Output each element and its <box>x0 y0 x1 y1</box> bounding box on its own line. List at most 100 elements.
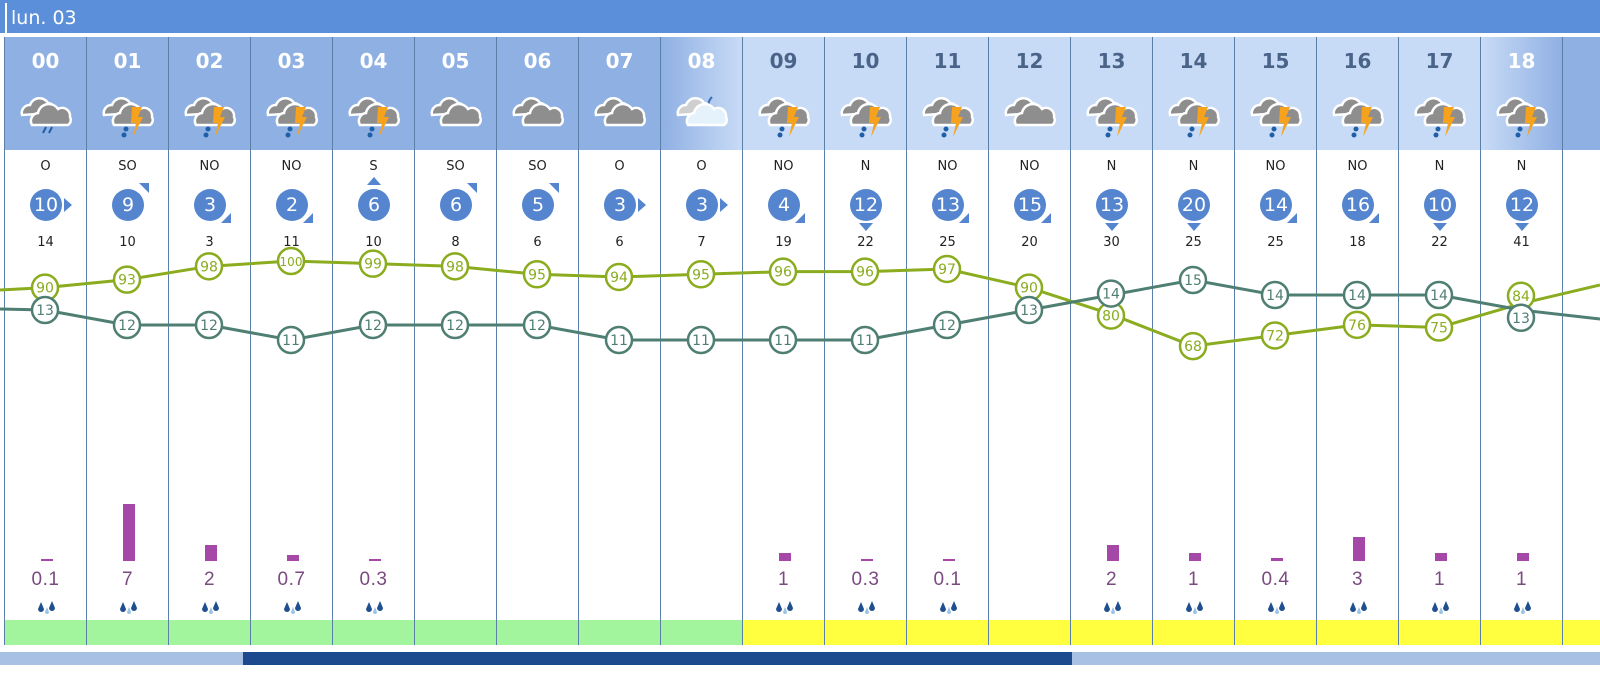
wind-direction: S <box>369 159 378 174</box>
alert-band <box>497 620 578 645</box>
precipitation-value: 1 <box>777 569 790 590</box>
raindrops-icon <box>1350 601 1367 614</box>
wind-gust: 25 <box>1267 235 1284 250</box>
raindrops-icon <box>1104 601 1121 614</box>
wind-gust: 3 <box>205 235 214 250</box>
wind-arrow-icon <box>64 198 72 212</box>
wind-direction: NO <box>199 159 220 174</box>
hour-column: 16 NO 16 18 3 <box>1316 37 1398 645</box>
wind-speed: 6 <box>358 189 390 221</box>
wind-direction: NO <box>1347 159 1368 174</box>
hour-column: 04 S 6 10 0.3 <box>332 37 414 645</box>
precipitation-bar <box>779 552 791 561</box>
wind-gust: 25 <box>939 235 956 250</box>
raindrops-icon <box>1514 601 1531 614</box>
precipitation-value: 0.3 <box>359 569 388 590</box>
cloudy-icon <box>508 91 568 141</box>
wind-speed: 15 <box>1014 189 1046 221</box>
wind-speed: 10 <box>1424 189 1456 221</box>
precipitation-bar <box>369 558 381 561</box>
day-label: lun. 03 <box>11 7 77 29</box>
precipitation-bar <box>1353 536 1365 561</box>
wind-arrow-icon <box>1433 223 1447 231</box>
alert-band <box>415 620 496 645</box>
wind-arrow-icon <box>795 213 805 223</box>
wind-speed: 12 <box>1506 189 1538 221</box>
wind-speed: 3 <box>686 189 718 221</box>
hour-header: 15 <box>1235 37 1316 150</box>
hour-column: 01 SO 9 10 7 <box>86 37 168 645</box>
thunderstorm-icon <box>98 91 158 141</box>
precipitation-bar <box>1107 544 1119 561</box>
wind-speed: 14 <box>1260 189 1292 221</box>
hour-header: 10 <box>825 37 906 150</box>
wind-gust: 18 <box>1349 235 1366 250</box>
thunderstorm-icon <box>918 91 978 141</box>
wind-direction: SO <box>528 159 547 174</box>
raindrops-icon <box>940 601 957 614</box>
wind-gust: 20 <box>1021 235 1038 250</box>
wind-speed: 3 <box>194 189 226 221</box>
wind-arrow-icon <box>303 213 313 223</box>
cloudy-icon <box>590 91 650 141</box>
wind-direction: NO <box>773 159 794 174</box>
hour-column: 15 NO 14 25 0.4 <box>1234 37 1316 645</box>
alert-band <box>743 620 824 645</box>
hour-column: 14 N 20 25 1 <box>1152 37 1234 645</box>
wind-arrow-icon <box>221 213 231 223</box>
hour-column-partial <box>1562 37 1600 645</box>
hour-header: 11 <box>907 37 988 150</box>
alert-band <box>661 620 742 645</box>
thunderstorm-icon <box>1492 91 1552 141</box>
cloudy-icon <box>1000 91 1060 141</box>
wind-direction: NO <box>937 159 958 174</box>
wind-direction: SO <box>446 159 465 174</box>
hour-label: 11 <box>933 49 962 73</box>
wind-arrow-icon <box>720 198 728 212</box>
precipitation-bar <box>1517 552 1529 561</box>
precipitation-bar <box>123 504 135 561</box>
wind-direction: N <box>1188 159 1199 174</box>
day-header-bar: lun. 03 <box>0 0 1600 33</box>
wind-gust: 7 <box>697 235 706 250</box>
alert-band <box>989 620 1070 645</box>
raindrops-icon <box>284 601 301 614</box>
raindrops-icon <box>202 601 219 614</box>
hour-label: 17 <box>1425 49 1454 73</box>
wind-speed: 13 <box>1096 189 1128 221</box>
wind-gust: 6 <box>615 235 624 250</box>
hour-label: 08 <box>687 49 716 73</box>
wind-arrow-icon <box>1105 223 1119 231</box>
thunderstorm-icon <box>180 91 240 141</box>
alert-band <box>333 620 414 645</box>
hour-header: 09 <box>743 37 824 150</box>
night-cloud-moon-icon <box>672 91 732 141</box>
alert-band <box>1399 620 1480 645</box>
raindrops-icon <box>366 601 383 614</box>
hour-label: 16 <box>1343 49 1372 73</box>
wind-gust: 30 <box>1103 235 1120 250</box>
alert-band <box>907 620 988 645</box>
wind-arrow-icon <box>139 183 149 193</box>
hour-column: 03 NO 2 11 0.7 <box>250 37 332 645</box>
wind-arrow-icon <box>638 198 646 212</box>
alert-band <box>5 620 86 645</box>
precipitation-value: 1 <box>1187 569 1200 590</box>
hour-column: 06 SO 5 6 <box>496 37 578 645</box>
thunderstorm-icon <box>1410 91 1470 141</box>
precipitation-value: 2 <box>203 569 216 590</box>
wind-gust: 25 <box>1185 235 1202 250</box>
precipitation-value: 0.3 <box>851 569 880 590</box>
hour-header: 08 <box>661 37 742 150</box>
thunderstorm-icon <box>344 91 404 141</box>
wind-gust: 10 <box>119 235 136 250</box>
hour-column: 07 O 3 6 <box>578 37 660 645</box>
wind-arrow-icon <box>1369 213 1379 223</box>
horizontal-scrollbar[interactable] <box>0 652 1600 665</box>
wind-arrow-icon <box>1187 223 1201 231</box>
precipitation-value: 0.1 <box>31 569 60 590</box>
scrollbar-thumb[interactable] <box>243 652 1072 665</box>
thunderstorm-icon <box>1246 91 1306 141</box>
day-marker <box>5 3 7 33</box>
wind-direction: N <box>1106 159 1117 174</box>
